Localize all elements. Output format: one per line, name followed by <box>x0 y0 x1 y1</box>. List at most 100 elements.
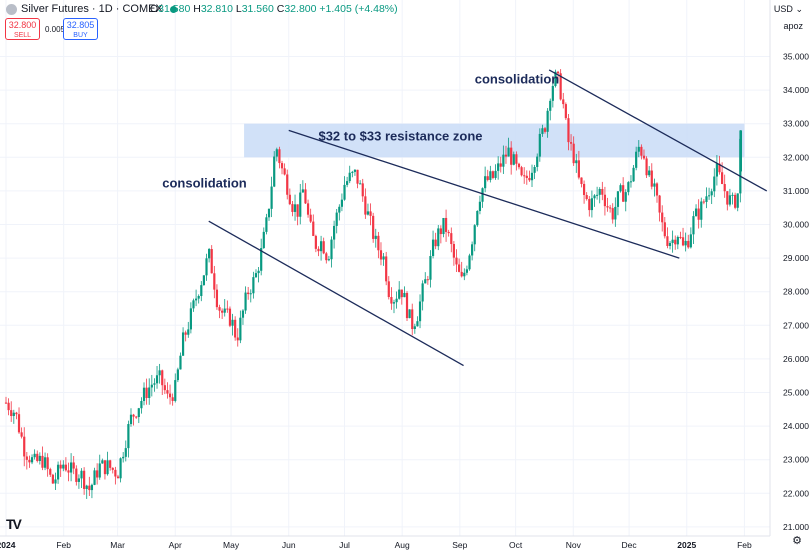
candle-body <box>330 239 333 260</box>
market-status-icon <box>169 5 177 13</box>
candle-body <box>541 128 544 134</box>
candle-body <box>28 459 31 463</box>
candle-body <box>137 408 140 418</box>
candle-body <box>721 172 724 185</box>
candle-body <box>267 208 271 218</box>
price-tick-label: 21.000 <box>783 522 809 532</box>
candle-body <box>382 256 385 260</box>
time-tick-label: Jul <box>339 540 350 550</box>
candle-body <box>629 181 633 183</box>
candle-body <box>520 167 523 176</box>
candle-body <box>59 464 62 469</box>
candle-body <box>679 236 682 238</box>
candle-body <box>491 171 495 178</box>
candle-body <box>694 208 698 217</box>
candle-body <box>20 432 23 437</box>
candle-body <box>538 133 541 157</box>
candle-body <box>166 390 169 394</box>
candle-body <box>75 468 78 482</box>
candle-body <box>221 310 224 313</box>
candle-body <box>67 470 70 473</box>
candle-body <box>676 236 679 245</box>
candle-body <box>426 279 429 281</box>
ohlc-readout: O31.580 H32.810 L31.560 C32.800 +1.405 (… <box>150 3 398 15</box>
candle-body <box>174 380 177 401</box>
candle-body <box>499 163 502 167</box>
candle-body <box>223 308 226 313</box>
candle-body <box>434 239 437 247</box>
candle-body <box>640 146 643 156</box>
candle-body <box>385 256 388 282</box>
candle-body <box>437 228 440 247</box>
candle-body <box>189 308 192 330</box>
candle-body <box>200 285 203 297</box>
candle-body <box>635 151 638 168</box>
candle-body <box>17 414 21 433</box>
symbol-logo-icon <box>6 3 17 15</box>
candle-body <box>408 309 411 319</box>
candle-body <box>452 244 455 258</box>
candle-body <box>296 204 299 217</box>
candle-body <box>299 192 302 217</box>
candle-body <box>335 212 338 226</box>
candle-body <box>90 484 94 491</box>
candle-body <box>101 460 104 464</box>
candle-body <box>241 310 245 318</box>
candle-body <box>387 281 390 298</box>
candle-body <box>562 99 565 105</box>
candle-body <box>231 319 234 326</box>
candle-body <box>366 211 370 215</box>
candle-body <box>116 476 120 479</box>
scale-mode[interactable]: apoz <box>783 21 803 31</box>
price-tick-label: 31.000 <box>783 186 809 196</box>
candle-body <box>70 462 73 473</box>
candle-body <box>205 258 208 276</box>
candle-body <box>249 293 252 295</box>
candle-body <box>301 189 304 193</box>
candle-body <box>603 194 607 207</box>
candle-body <box>609 207 612 209</box>
candle-body <box>468 255 471 270</box>
time-tick-label: May <box>223 540 240 550</box>
candle-body <box>582 183 586 196</box>
candle-body <box>155 375 159 384</box>
candle-body <box>507 147 510 157</box>
candle-body <box>369 211 372 216</box>
candle-body <box>62 464 65 469</box>
candle-body <box>12 412 15 417</box>
candle-body <box>684 240 687 246</box>
candle-body <box>176 369 179 381</box>
candle-body <box>377 235 380 251</box>
candle-body <box>88 485 91 491</box>
candle-body <box>622 185 625 202</box>
candle-body <box>215 289 219 308</box>
candle-body <box>627 182 630 193</box>
symbol-header[interactable]: Silver Futures · 1D · COMEX <box>6 3 180 15</box>
candle-body <box>572 143 575 164</box>
buy-button[interactable]: 32.805 BUY <box>63 18 98 40</box>
price-tick-label: 24.000 <box>783 421 809 431</box>
candle-body <box>343 184 346 200</box>
candle-body <box>148 387 151 399</box>
candle-body <box>726 191 729 205</box>
candle-body <box>619 185 622 192</box>
candle-body <box>38 455 41 461</box>
candle-body <box>580 177 583 184</box>
candle-body <box>655 183 659 196</box>
time-tick-label: Sep <box>452 540 467 550</box>
candle-body <box>77 478 81 482</box>
sell-button[interactable]: 32.800 SELL <box>5 18 40 40</box>
candle-body <box>413 326 416 330</box>
candle-body <box>210 249 213 274</box>
candle-body <box>674 239 677 245</box>
price-tick-label: 33.000 <box>783 119 809 129</box>
candle-body <box>293 204 297 212</box>
trendline <box>288 129 680 259</box>
candle-body <box>260 248 263 271</box>
candle-body <box>98 463 101 478</box>
candle-body <box>346 181 349 185</box>
resistance-zone <box>244 123 745 158</box>
gear-icon[interactable]: ⚙ <box>792 535 802 547</box>
currency-selector[interactable]: USD ⌄ <box>773 4 803 14</box>
